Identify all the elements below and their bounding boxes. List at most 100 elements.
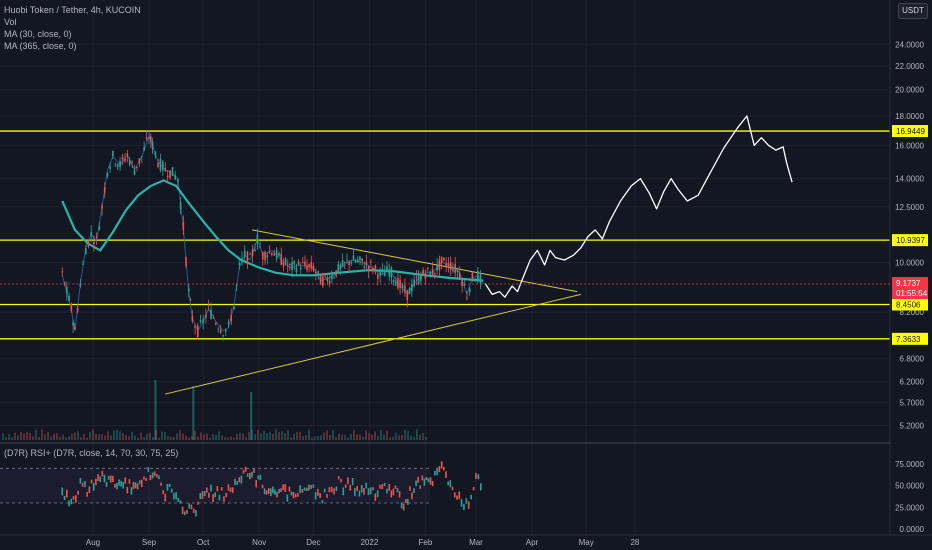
volume-bar [131, 431, 133, 440]
candle-body [348, 261, 350, 266]
candle-body [143, 147, 145, 151]
volume-bar [407, 430, 409, 440]
candle-body [194, 325, 196, 328]
time-axis[interactable]: Aug Sep Oct Nov Dec 2022 Feb Mar Apr May 28 [86, 538, 640, 547]
rsi-bar [246, 473, 249, 477]
rsi-bar [417, 476, 419, 483]
ma365-legend[interactable]: MA (365, close, 0) [4, 41, 77, 51]
candle-body [443, 258, 445, 261]
rsi-bar [272, 486, 274, 494]
candle-body [145, 137, 148, 140]
candle-body [447, 262, 450, 268]
rsi-bar [63, 495, 66, 500]
rsi-bar [421, 475, 424, 481]
rsi-bar [257, 475, 260, 480]
volume-bar [284, 433, 286, 440]
rsi-bar [75, 495, 77, 503]
rsi-bar [358, 490, 361, 497]
rsi-bar [61, 487, 64, 496]
candle-body [324, 273, 326, 277]
projection-path[interactable] [484, 115, 793, 298]
candle-body [388, 269, 391, 277]
rsi-bar [286, 494, 289, 502]
volume-bar [377, 435, 379, 440]
rsi-bar [77, 490, 79, 495]
candle-body [365, 261, 368, 265]
volume-bar [71, 433, 73, 440]
rsi-bar [88, 486, 91, 494]
triangle-trendlines[interactable] [165, 229, 581, 395]
horizontal-levels[interactable] [0, 130, 890, 340]
candle-body [286, 265, 289, 267]
rsi-bar [186, 509, 188, 514]
volume-bar [212, 433, 214, 440]
volume-bar [260, 433, 262, 440]
rsi-bar [427, 478, 430, 483]
rsi-bar [136, 483, 139, 490]
candle-body [138, 158, 141, 164]
candle-body [422, 269, 424, 276]
volume-bar [374, 431, 376, 440]
rsi-bar [95, 478, 97, 486]
rsi-bar [244, 466, 247, 472]
candle-body [280, 253, 283, 265]
volume-bar [269, 432, 271, 440]
candle-body [471, 272, 474, 281]
volume-bar [305, 435, 307, 440]
volume-bar [200, 432, 202, 440]
candle-body [310, 261, 313, 269]
rsi-bar [251, 471, 253, 478]
price-series [61, 130, 482, 341]
rsi-bar [242, 469, 245, 474]
time-tick-label: Apr [526, 538, 539, 547]
volume-bar [134, 435, 136, 440]
rsi-bar [297, 493, 299, 497]
rsi-bar [97, 474, 99, 481]
rsi-bar [423, 478, 426, 486]
candle-body [326, 277, 329, 282]
rsi-bar [409, 486, 411, 491]
rsi-bar [166, 483, 169, 491]
rsi-bar [116, 483, 118, 490]
symbol-title[interactable]: Huobi Token / Tether, 4h, KUCOIN [4, 5, 141, 15]
volume-bar [287, 430, 289, 440]
rsi-bar [308, 484, 310, 491]
rsi-bar [351, 477, 354, 486]
ma30-legend[interactable]: MA (30, close, 0) [4, 29, 72, 39]
trendline[interactable] [165, 293, 581, 395]
time-tick-label: Feb [418, 538, 432, 547]
rsi-bar [390, 490, 393, 498]
candle-body [436, 263, 438, 271]
candle-body [128, 159, 131, 165]
currency-button[interactable]: USDT [898, 3, 928, 19]
level-label: 16.9449 [896, 127, 925, 136]
trendline[interactable] [251, 229, 578, 293]
candle-body [434, 272, 436, 274]
rsi-bar [274, 489, 276, 495]
volume-bar [254, 433, 256, 440]
vol-legend[interactable]: Vol [4, 17, 17, 27]
volume-bar [176, 433, 178, 440]
candle-body [246, 251, 249, 264]
volume-bar [23, 433, 25, 440]
candle-body [159, 158, 162, 171]
rsi-bar [349, 484, 352, 491]
rsi-bar [337, 476, 340, 480]
volume-bar [104, 435, 106, 440]
candle-body [319, 274, 322, 285]
rsi-legend[interactable]: (D7R) RSI+ (D7R, close, 14, 70, 30, 75, … [4, 448, 179, 458]
candle-body [87, 239, 90, 247]
projection-drawing[interactable] [484, 115, 793, 298]
chart-legend[interactable]: Huobi Token / Tether, 4h, KUCOIN Vol MA … [4, 4, 141, 52]
rsi-axis[interactable]: 75.0000 50.0000 25.0000 0.0000 [895, 460, 924, 534]
rsi-bar [303, 487, 306, 491]
rsi-bar [147, 467, 150, 472]
volume-bar [233, 437, 235, 440]
price-axis[interactable]: 24.0000 22.0000 20.0000 18.0000 16.0000 14.00… [895, 40, 924, 430]
rsi-bar [66, 489, 68, 498]
rsi-bar [126, 486, 129, 494]
volume-bar [311, 437, 313, 440]
rsi-bar [72, 496, 75, 500]
candle-body [308, 264, 310, 267]
